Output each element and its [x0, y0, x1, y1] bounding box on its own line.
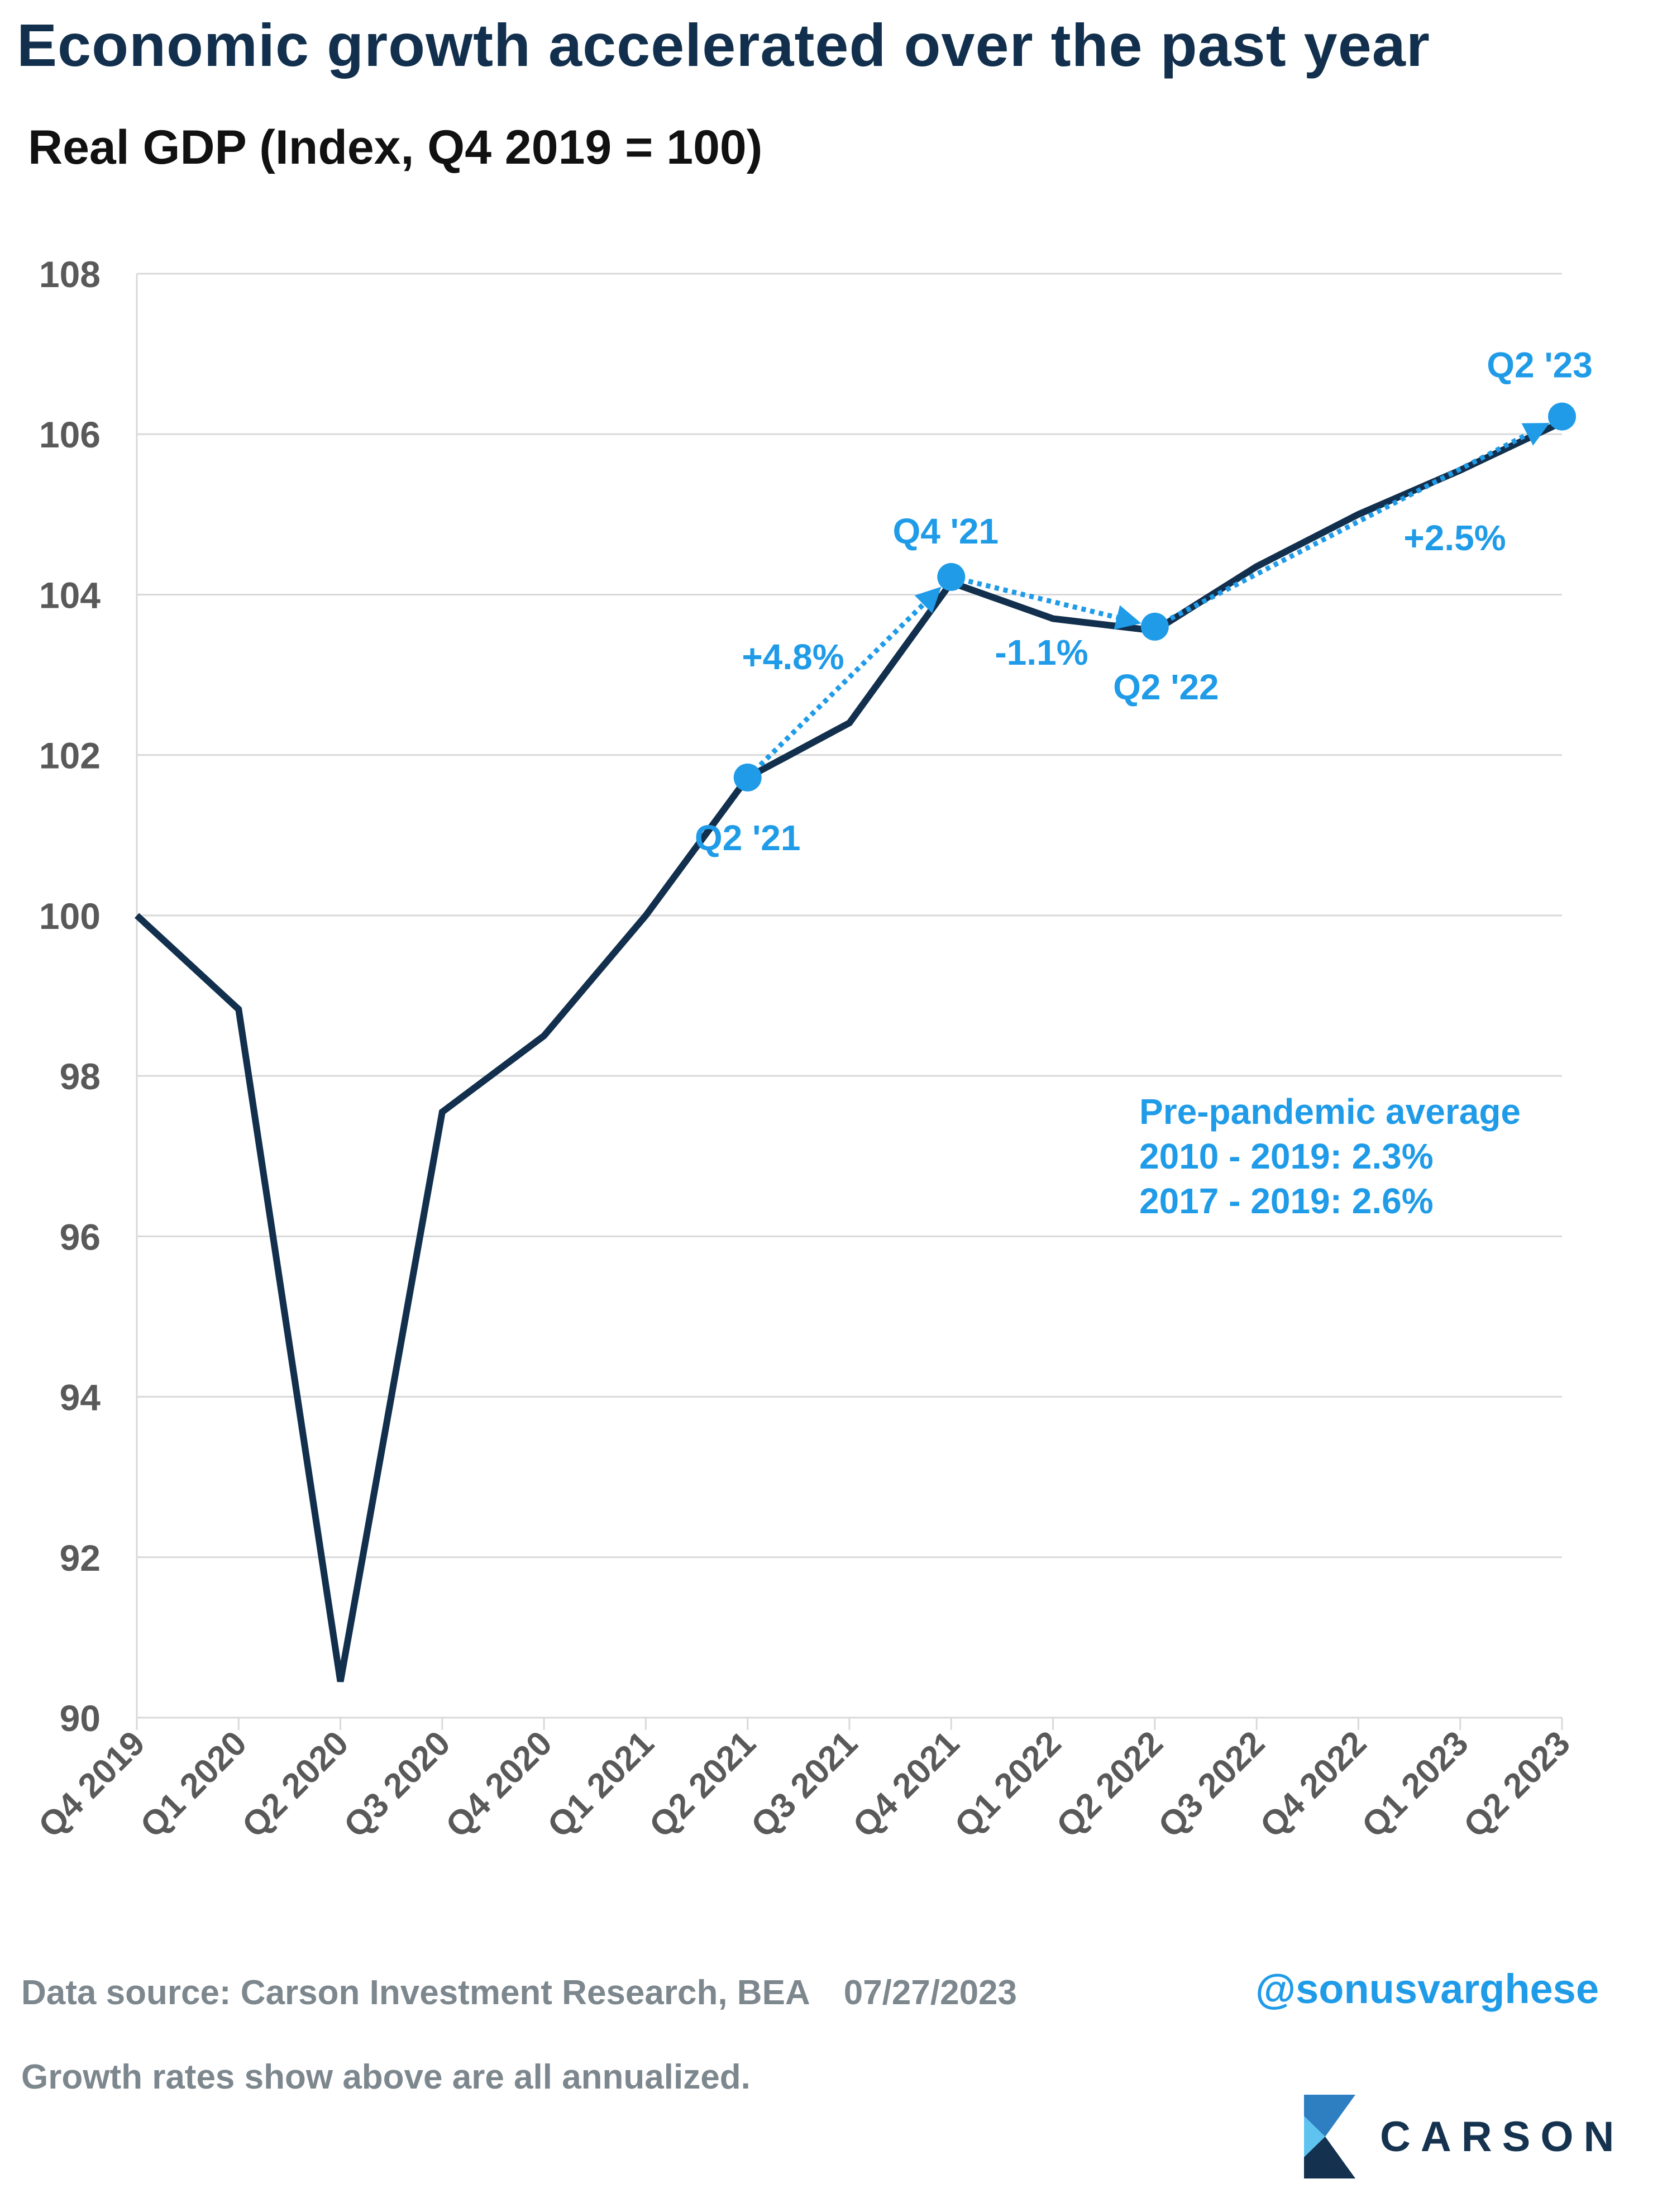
carson-wordmark: CARSON [1380, 2113, 1625, 2161]
highlight-point-label: Q4 '21 [893, 511, 999, 551]
x-tick-label: Q1 2022 [947, 1724, 1068, 1845]
annotation-labels: Q2 '21 Q4 '21 Q2 '22 Q2 '23 +4.8% -1.1% +2.5% P… [695, 345, 1593, 1221]
highlight-point-label: Q2 '23 [1487, 345, 1593, 385]
pre-pandemic-note-line: Pre-pandemic average [1139, 1091, 1521, 1132]
highlight-point-label: Q2 '21 [695, 818, 801, 858]
gridlines [137, 273, 1562, 1558]
data-date: 07/27/2023 [843, 1973, 1018, 2012]
growth-rate-label: -1.1% [995, 632, 1088, 673]
chart-title: Economic growth accelerated over the pas… [17, 11, 1430, 79]
y-tick-label: 96 [60, 1216, 101, 1257]
highlight-markers [733, 402, 1576, 792]
author-handle: @sonusvarghese [1255, 1966, 1599, 2012]
y-tick-label: 98 [60, 1056, 101, 1097]
y-tick-label: 102 [39, 735, 101, 776]
y-tick-label: 108 [39, 254, 101, 295]
axes [136, 274, 1563, 1730]
x-tick-label: Q4 2019 [31, 1724, 152, 1845]
carson-chevron-logo-icon [1304, 2095, 1355, 2178]
x-tick-label: Q2 2020 [235, 1724, 356, 1845]
data-source-text: Data source: Carson Investment Research,… [21, 1973, 810, 2012]
x-tick-label: Q2 2022 [1049, 1724, 1171, 1845]
x-tick-label: Q3 2020 [337, 1724, 458, 1845]
growth-arrow [1169, 423, 1550, 621]
highlight-point [937, 562, 966, 591]
annualized-note: Growth rates show above are all annualiz… [21, 2058, 751, 2096]
x-tick-label: Q1 2020 [133, 1724, 254, 1845]
x-tick-label: Q2 2021 [642, 1724, 763, 1845]
gdp-series-line [134, 419, 1564, 1682]
growth-rate-label: +2.5% [1403, 518, 1506, 558]
x-tick-label: Q1 2021 [540, 1724, 661, 1845]
x-tick-label: Q4 2021 [846, 1724, 967, 1845]
growth-arrow [968, 579, 1141, 630]
highlight-point-label: Q2 '22 [1113, 667, 1219, 707]
y-tick-label: 106 [39, 414, 101, 455]
highlight-point [733, 763, 762, 792]
highlight-point [1140, 612, 1169, 641]
data-source-note: Data source: Carson Investment Research,… [21, 1973, 1017, 2013]
x-tick-label: Q2 2023 [1456, 1724, 1578, 1845]
y-tick-label: 94 [60, 1377, 101, 1418]
x-tick-label: Q1 2023 [1355, 1724, 1476, 1845]
carson-logo: CARSON [1304, 2095, 1624, 2178]
y-tick-labels: 90 92 94 96 98 100 102 104 106 108 [39, 254, 101, 1739]
growth-arrow [758, 587, 942, 767]
y-tick-label: 90 [60, 1698, 101, 1739]
x-tick-label: Q3 2021 [744, 1724, 865, 1845]
y-tick-label: 100 [39, 895, 101, 937]
highlight-point [1548, 402, 1576, 431]
growth-rate-label: +4.8% [742, 637, 844, 677]
y-tick-label: 92 [60, 1537, 101, 1579]
pre-pandemic-note-line: 2017 - 2019: 2.6% [1139, 1181, 1434, 1221]
chart-subtitle: Real GDP (Index, Q4 2019 = 100) [28, 121, 763, 174]
series-layer [134, 419, 1564, 1682]
x-tick-label: Q4 2020 [438, 1724, 560, 1845]
growth-arrows [758, 423, 1550, 767]
x-tick-label: Q4 2022 [1253, 1724, 1374, 1845]
y-tick-label: 104 [39, 574, 101, 616]
x-tick-label: Q3 2022 [1151, 1724, 1272, 1845]
pre-pandemic-note-line: 2010 - 2019: 2.3% [1139, 1136, 1434, 1176]
